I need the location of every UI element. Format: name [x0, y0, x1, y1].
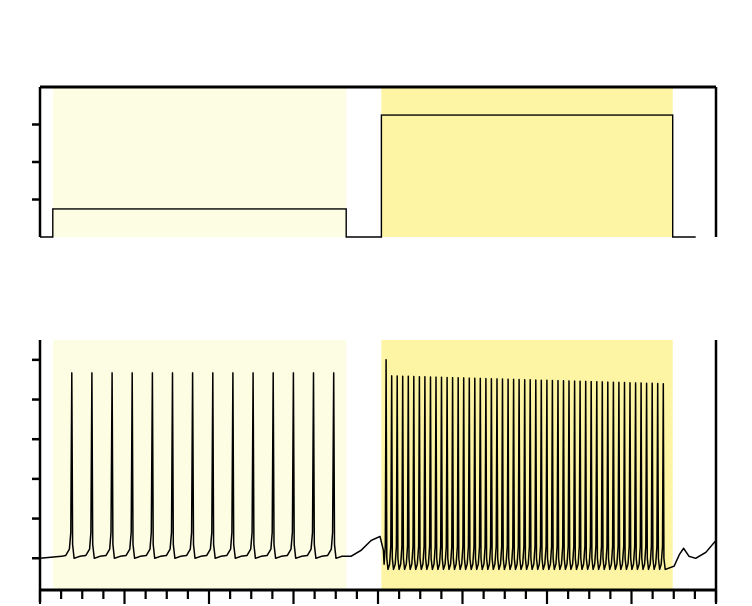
voltage-trace [39, 359, 717, 571]
stimulus-shaded-region-2 [381, 87, 673, 237]
stimulus-trace [40, 114, 696, 238]
stimulus-panel [32, 85, 718, 238]
voltage-panel [32, 340, 718, 604]
stimulus-shaded-region-1 [52, 87, 347, 237]
voltage-shaded-region-1 [52, 340, 347, 590]
